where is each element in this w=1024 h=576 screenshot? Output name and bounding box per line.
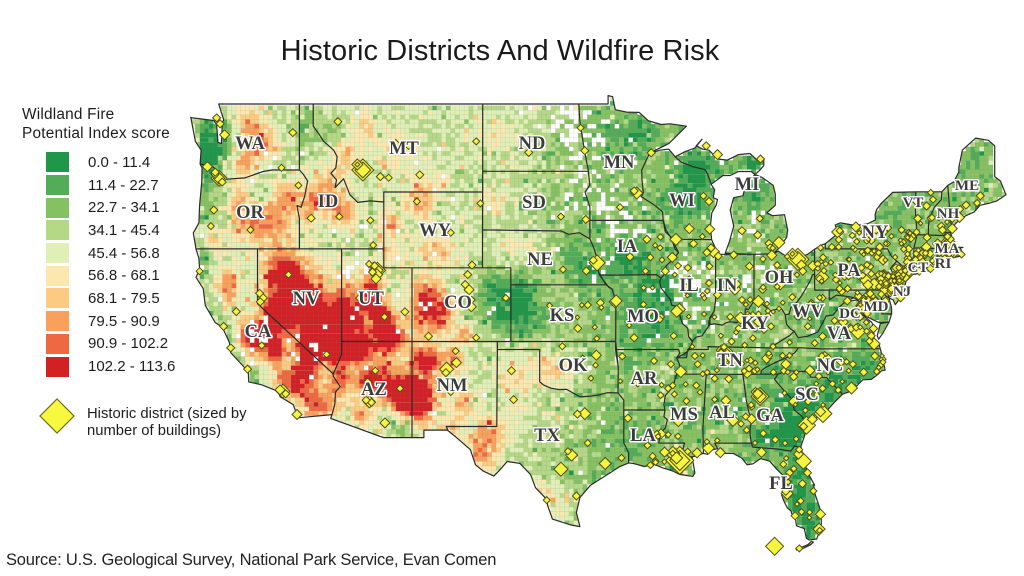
svg-text:LA: LA bbox=[630, 426, 656, 446]
svg-text:NY: NY bbox=[862, 223, 889, 243]
svg-text:SD: SD bbox=[522, 193, 546, 213]
svg-text:CT: CT bbox=[908, 260, 929, 276]
svg-text:WY: WY bbox=[419, 221, 452, 241]
svg-text:CO: CO bbox=[444, 293, 472, 313]
svg-text:NC: NC bbox=[817, 356, 844, 376]
svg-text:SC: SC bbox=[795, 385, 819, 405]
svg-text:OR: OR bbox=[236, 203, 264, 223]
svg-text:WV: WV bbox=[792, 302, 825, 322]
svg-text:NJ: NJ bbox=[893, 284, 912, 300]
svg-text:OH: OH bbox=[765, 268, 794, 288]
svg-text:MS: MS bbox=[670, 405, 698, 425]
svg-text:KY: KY bbox=[741, 314, 769, 334]
svg-text:AR: AR bbox=[631, 369, 658, 389]
svg-text:IA: IA bbox=[617, 237, 638, 257]
svg-text:NM: NM bbox=[437, 376, 468, 396]
svg-text:ME: ME bbox=[955, 178, 979, 194]
svg-text:ID: ID bbox=[318, 192, 339, 212]
svg-text:WI: WI bbox=[669, 191, 695, 211]
svg-text:PA: PA bbox=[837, 261, 861, 281]
svg-text:UT: UT bbox=[358, 289, 384, 309]
svg-text:MD: MD bbox=[864, 299, 889, 315]
svg-text:MI: MI bbox=[735, 175, 760, 195]
svg-text:IL: IL bbox=[679, 276, 699, 296]
svg-text:MO: MO bbox=[627, 307, 659, 327]
svg-text:MA: MA bbox=[935, 241, 960, 257]
svg-text:MN: MN bbox=[604, 153, 635, 173]
svg-text:CA: CA bbox=[245, 322, 272, 342]
svg-text:VA: VA bbox=[827, 324, 852, 344]
svg-text:IN: IN bbox=[717, 276, 738, 296]
svg-text:AL: AL bbox=[709, 403, 735, 423]
svg-text:KS: KS bbox=[550, 306, 575, 326]
svg-text:GA: GA bbox=[756, 406, 784, 426]
svg-text:MT: MT bbox=[389, 139, 419, 159]
svg-text:FL: FL bbox=[769, 474, 793, 494]
svg-text:TX: TX bbox=[534, 426, 560, 446]
svg-text:NE: NE bbox=[527, 250, 553, 270]
svg-text:RI: RI bbox=[935, 256, 952, 272]
svg-text:VT: VT bbox=[903, 195, 924, 211]
svg-text:ND: ND bbox=[519, 134, 546, 154]
svg-text:NH: NH bbox=[937, 206, 960, 222]
svg-text:OK: OK bbox=[559, 356, 588, 376]
svg-text:DC: DC bbox=[839, 306, 861, 322]
svg-text:WA: WA bbox=[235, 134, 265, 154]
svg-text:TN: TN bbox=[717, 351, 743, 371]
svg-text:AZ: AZ bbox=[361, 380, 387, 400]
svg-text:NV: NV bbox=[293, 289, 320, 309]
